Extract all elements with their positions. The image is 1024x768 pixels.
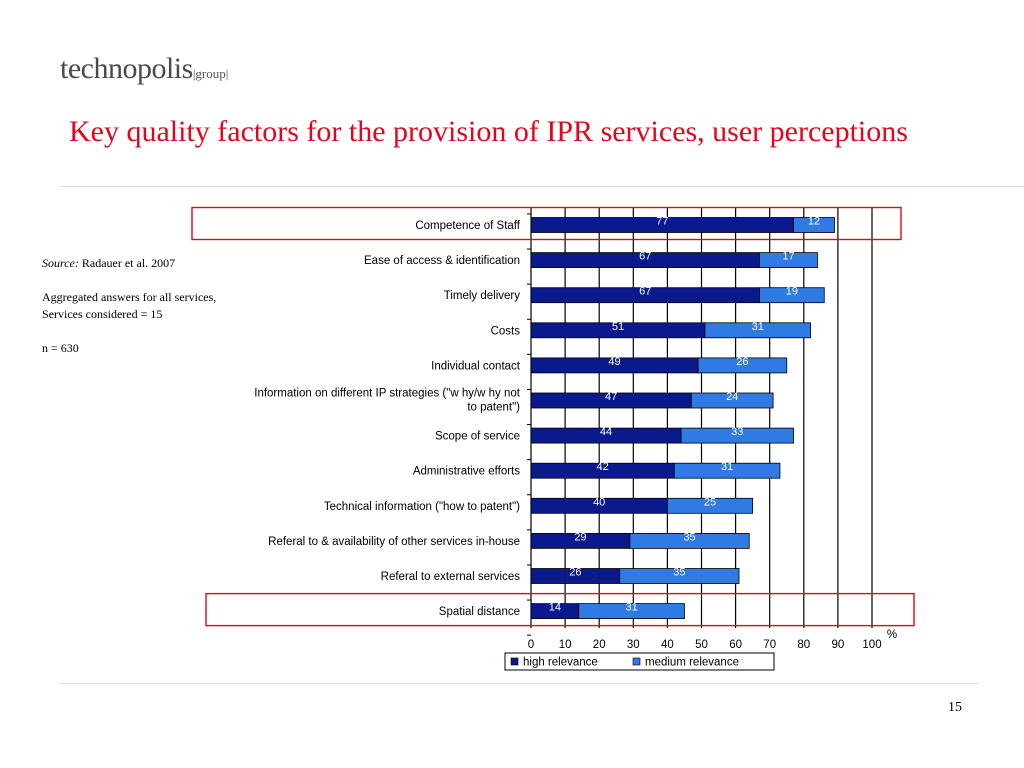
data-label-medium: 31	[752, 321, 764, 333]
bar-medium-relevance	[690, 392, 774, 409]
data-label-high: 49	[608, 356, 620, 368]
bar-medium-relevance	[667, 497, 754, 514]
bar-medium-relevance	[697, 357, 788, 374]
services-note: Services considered = 15	[42, 307, 163, 321]
respondents-note: n = 630	[42, 341, 79, 355]
bar-medium-relevance	[619, 568, 740, 584]
data-label-medium: 35	[683, 531, 695, 543]
data-label-high: 42	[596, 461, 608, 473]
x-tick-label: 90	[832, 639, 845, 651]
source-line: Source: Radauer et al. 2007	[42, 255, 272, 272]
category-label: Technical information ("how to patent")	[324, 501, 520, 513]
logo-main-text: technopolis	[60, 52, 193, 85]
data-label-high: 40	[593, 496, 605, 508]
data-label-medium: 35	[673, 567, 685, 579]
category-label: to patent")	[467, 402, 520, 414]
top-divider	[60, 186, 1024, 187]
data-label-high: 47	[605, 391, 617, 403]
sample-notes: Aggregated answers for all services, Serv…	[42, 289, 272, 323]
category-label: Administrative efforts	[413, 466, 520, 478]
stacked-bar-chart: 77 12 Competence of Staff 67 17 Ease of acces…	[191, 206, 915, 671]
source-notes: Source: Radauer et al. 2007 Aggregated a…	[42, 255, 272, 374]
data-label-medium: 12	[808, 216, 820, 228]
data-label-medium: 19	[786, 286, 798, 298]
bar-medium-relevance	[759, 252, 818, 269]
data-label-medium: 17	[782, 251, 794, 263]
page-number: 15	[948, 700, 962, 715]
data-label-high: 44	[600, 426, 612, 438]
x-tick-label: 70	[763, 639, 776, 651]
highlight-box	[205, 592, 915, 627]
bar-medium-relevance	[704, 322, 812, 339]
data-label-high: 77	[656, 216, 668, 228]
x-tick-label: 40	[661, 639, 674, 651]
bar-medium-relevance	[673, 462, 781, 479]
x-tick-label: 100	[862, 639, 881, 651]
data-label-medium: 25	[704, 496, 716, 508]
bottom-divider	[60, 683, 979, 684]
data-label-high: 51	[612, 321, 624, 333]
x-tick-label: 60	[729, 639, 742, 651]
data-label-high: 29	[574, 531, 586, 543]
category-label: Scope of service	[435, 431, 520, 443]
highlight-box	[191, 206, 902, 241]
category-label: Referal to external services	[381, 571, 521, 583]
x-tick-label: 0	[528, 639, 534, 651]
data-label-medium: 26	[736, 356, 748, 368]
bar-medium-relevance	[680, 427, 794, 444]
bar-medium-relevance	[578, 603, 685, 619]
x-tick-label: 30	[627, 639, 640, 651]
category-label: Information on different IP strategies (…	[254, 388, 521, 400]
data-label-high: 67	[639, 251, 651, 263]
logo-group-text: |group|	[192, 66, 229, 81]
data-label-high: 67	[639, 286, 651, 298]
data-label-medium: 31	[721, 461, 733, 473]
aggregation-note: Aggregated answers for all services,	[42, 290, 217, 304]
data-label-high: 26	[569, 567, 581, 579]
source-label: Source:	[42, 256, 79, 270]
category-label: Ease of access & identification	[364, 255, 520, 267]
bar-medium-relevance	[759, 287, 825, 304]
category-label: Referal to & availability of other servi…	[268, 536, 520, 548]
data-label-medium: 24	[726, 391, 738, 403]
data-label-medium: 31	[625, 602, 637, 614]
category-label: Costs	[491, 325, 521, 337]
technopolis-logo: technopolis|group|	[60, 52, 228, 86]
slide-title: Key quality factors for the provision of…	[69, 115, 908, 148]
bar-medium-relevance	[629, 533, 750, 549]
x-tick-label: 50	[695, 639, 708, 651]
x-tick-label: 10	[559, 639, 572, 651]
legend-swatch-high	[510, 657, 519, 666]
category-label: Competence of Staff	[415, 220, 520, 232]
category-label: Timely delivery	[444, 290, 521, 302]
category-label: Spatial distance	[439, 606, 520, 618]
legend-label-medium: medium relevance	[645, 657, 739, 669]
bar-medium-relevance	[793, 217, 835, 233]
category-label: Individual contact	[431, 360, 521, 372]
source-text: Radauer et al. 2007	[81, 256, 176, 270]
x-tick-label: 80	[797, 639, 810, 651]
x-tick-label: 20	[593, 639, 606, 651]
data-label-high: 14	[549, 602, 561, 614]
x-axis-unit-label: %	[887, 629, 897, 641]
legend-swatch-medium	[632, 657, 641, 666]
data-label-medium: 33	[731, 426, 743, 438]
legend-label-high: high relevance	[523, 657, 598, 669]
